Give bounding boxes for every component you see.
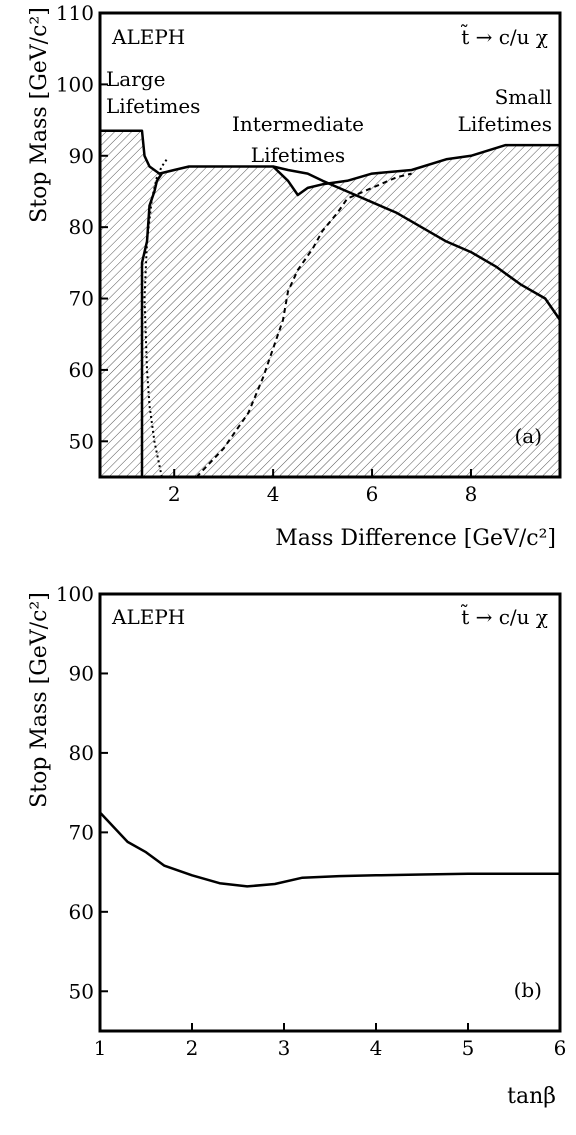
panel-b-title: ALEPH xyxy=(111,605,185,629)
panel-b-x-tick-label: 4 xyxy=(370,1036,383,1060)
panel-b-curves xyxy=(99,811,560,888)
panel-a-xlabel: Mass Difference [GeV/c²] xyxy=(275,526,556,551)
panel-b-y-ticks: 50 60 70 80 90 100 xyxy=(56,582,108,1003)
panel-b-tag: (b) xyxy=(514,978,542,1002)
panel-a-frame xyxy=(98,11,562,479)
panel-a-series-3 xyxy=(272,165,562,321)
panel-b-x-tick-label: 5 xyxy=(462,1036,475,1060)
panel-a-ylabel: Stop Mass [GeV/c²] xyxy=(27,7,52,223)
panel-b-frame xyxy=(98,592,562,1033)
panel-b-ylabel: Stop Mass [GeV/c²] xyxy=(27,592,52,808)
panel-a-y-tick-label: 80 xyxy=(69,215,94,239)
panel-a-x-ticks: 2 4 6 8 xyxy=(168,469,478,506)
panel-a-curves xyxy=(140,158,562,478)
panel-b-x-tick-label: 6 xyxy=(554,1036,567,1060)
panel-a-series-0 xyxy=(140,172,163,477)
panel-a-x-tick-label: 6 xyxy=(366,482,379,506)
panel-a-y-tick-label: 90 xyxy=(69,144,94,168)
annotation-small-lifetimes-2: Lifetimes xyxy=(458,112,552,136)
panel-a-series-2 xyxy=(195,172,412,478)
panel-a-process: t̃ → c/u χ xyxy=(460,23,548,49)
panel-a-x-tick-label: 2 xyxy=(168,482,181,506)
panel-b-series-0 xyxy=(99,811,560,888)
annotation-large-lifetimes-1: Large xyxy=(106,67,165,91)
annotation-intermediate-lifetimes-2: Lifetimes xyxy=(251,143,345,167)
annotation-intermediate-lifetimes-1: Intermediate xyxy=(232,112,364,136)
panel-b-y-tick-label: 90 xyxy=(69,661,94,685)
panel-a-y-tick-label: 50 xyxy=(69,429,94,453)
annotation-small-lifetimes-1: Small xyxy=(495,85,552,109)
panel-a: 2 4 6 8 50 60 70 80 90 100 110 ALEPH t̃ → c/u χ L… xyxy=(27,1,562,551)
panel-b-y-tick-label: 60 xyxy=(69,900,94,924)
panel-a-y-tick-label: 110 xyxy=(56,1,94,25)
panel-a-y-tick-label: 100 xyxy=(56,72,94,96)
panel-a-title: ALEPH xyxy=(111,25,185,49)
panel-a-x-tick-label: 4 xyxy=(267,482,280,506)
panel-a-y-ticks: 50 60 70 80 90 100 110 xyxy=(56,1,108,453)
panel-b-y-tick-label: 100 xyxy=(56,582,94,606)
panel-b-y-tick-label: 50 xyxy=(69,979,94,1003)
panel-b-process: t̃ → c/u χ xyxy=(460,603,548,629)
panel-b-x-tick-label: 3 xyxy=(278,1036,291,1060)
excluded-region xyxy=(98,129,562,479)
annotation-large-lifetimes-2: Lifetimes xyxy=(106,94,200,118)
panel-b-x-ticks: 1 2 3 4 5 6 xyxy=(94,1023,567,1060)
panel-a-x-tick-label: 8 xyxy=(465,482,478,506)
panel-b-y-tick-label: 80 xyxy=(69,741,94,765)
panel-a-y-tick-label: 70 xyxy=(69,287,94,311)
panel-b-xlabel: tanβ xyxy=(507,1084,556,1109)
panel-a-y-tick-label: 60 xyxy=(69,358,94,382)
panel-b-x-tick-label: 1 xyxy=(94,1036,107,1060)
panel-b-x-tick-label: 2 xyxy=(186,1036,199,1060)
panel-b: 1 2 3 4 5 6 50 60 70 80 90 100 ALEPH t̃ → c/u χ (b… xyxy=(27,582,566,1109)
panel-b-y-tick-label: 70 xyxy=(69,820,94,844)
panel-a-tag: (a) xyxy=(514,424,542,448)
